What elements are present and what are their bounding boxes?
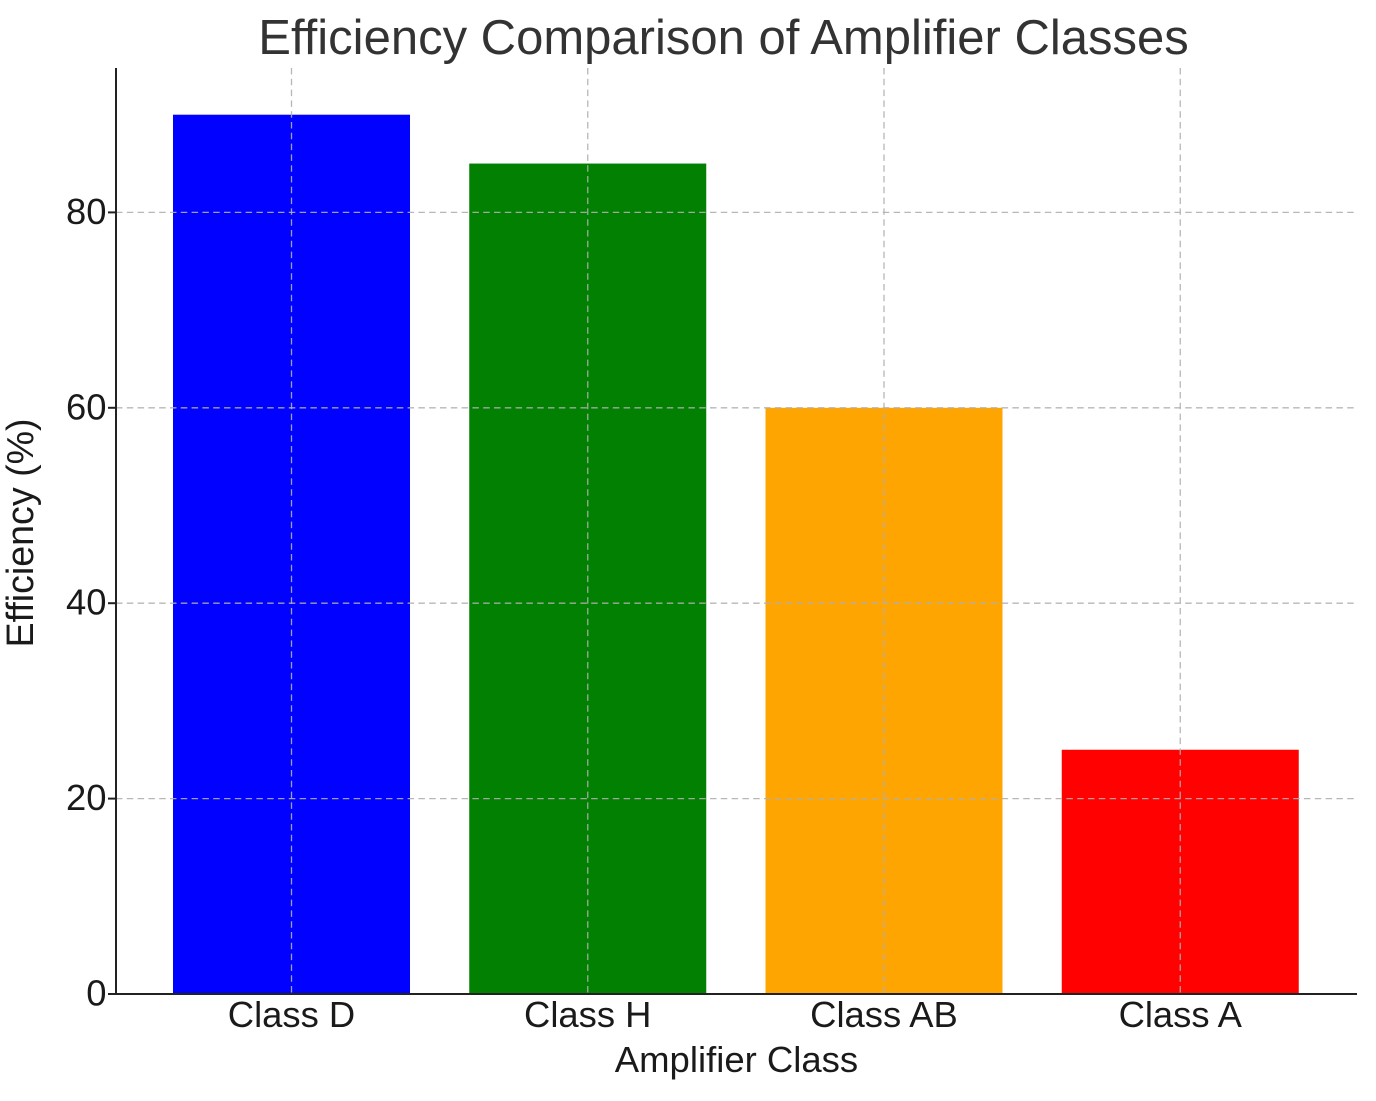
svg-text:Efficiency Comparison of Ampli: Efficiency Comparison of Amplifier Class…: [258, 11, 1188, 65]
svg-text:80: 80: [66, 191, 106, 232]
svg-text:Amplifier Class: Amplifier Class: [615, 1039, 858, 1080]
svg-text:Class H: Class H: [524, 994, 651, 1035]
svg-text:20: 20: [66, 777, 106, 818]
svg-text:0: 0: [86, 973, 106, 1014]
svg-text:40: 40: [66, 582, 106, 623]
svg-text:Class A: Class A: [1119, 994, 1243, 1035]
svg-text:Efficiency (%): Efficiency (%): [0, 418, 41, 647]
svg-text:Class AB: Class AB: [810, 994, 958, 1035]
svg-text:Class D: Class D: [228, 994, 355, 1035]
svg-text:60: 60: [66, 386, 106, 427]
